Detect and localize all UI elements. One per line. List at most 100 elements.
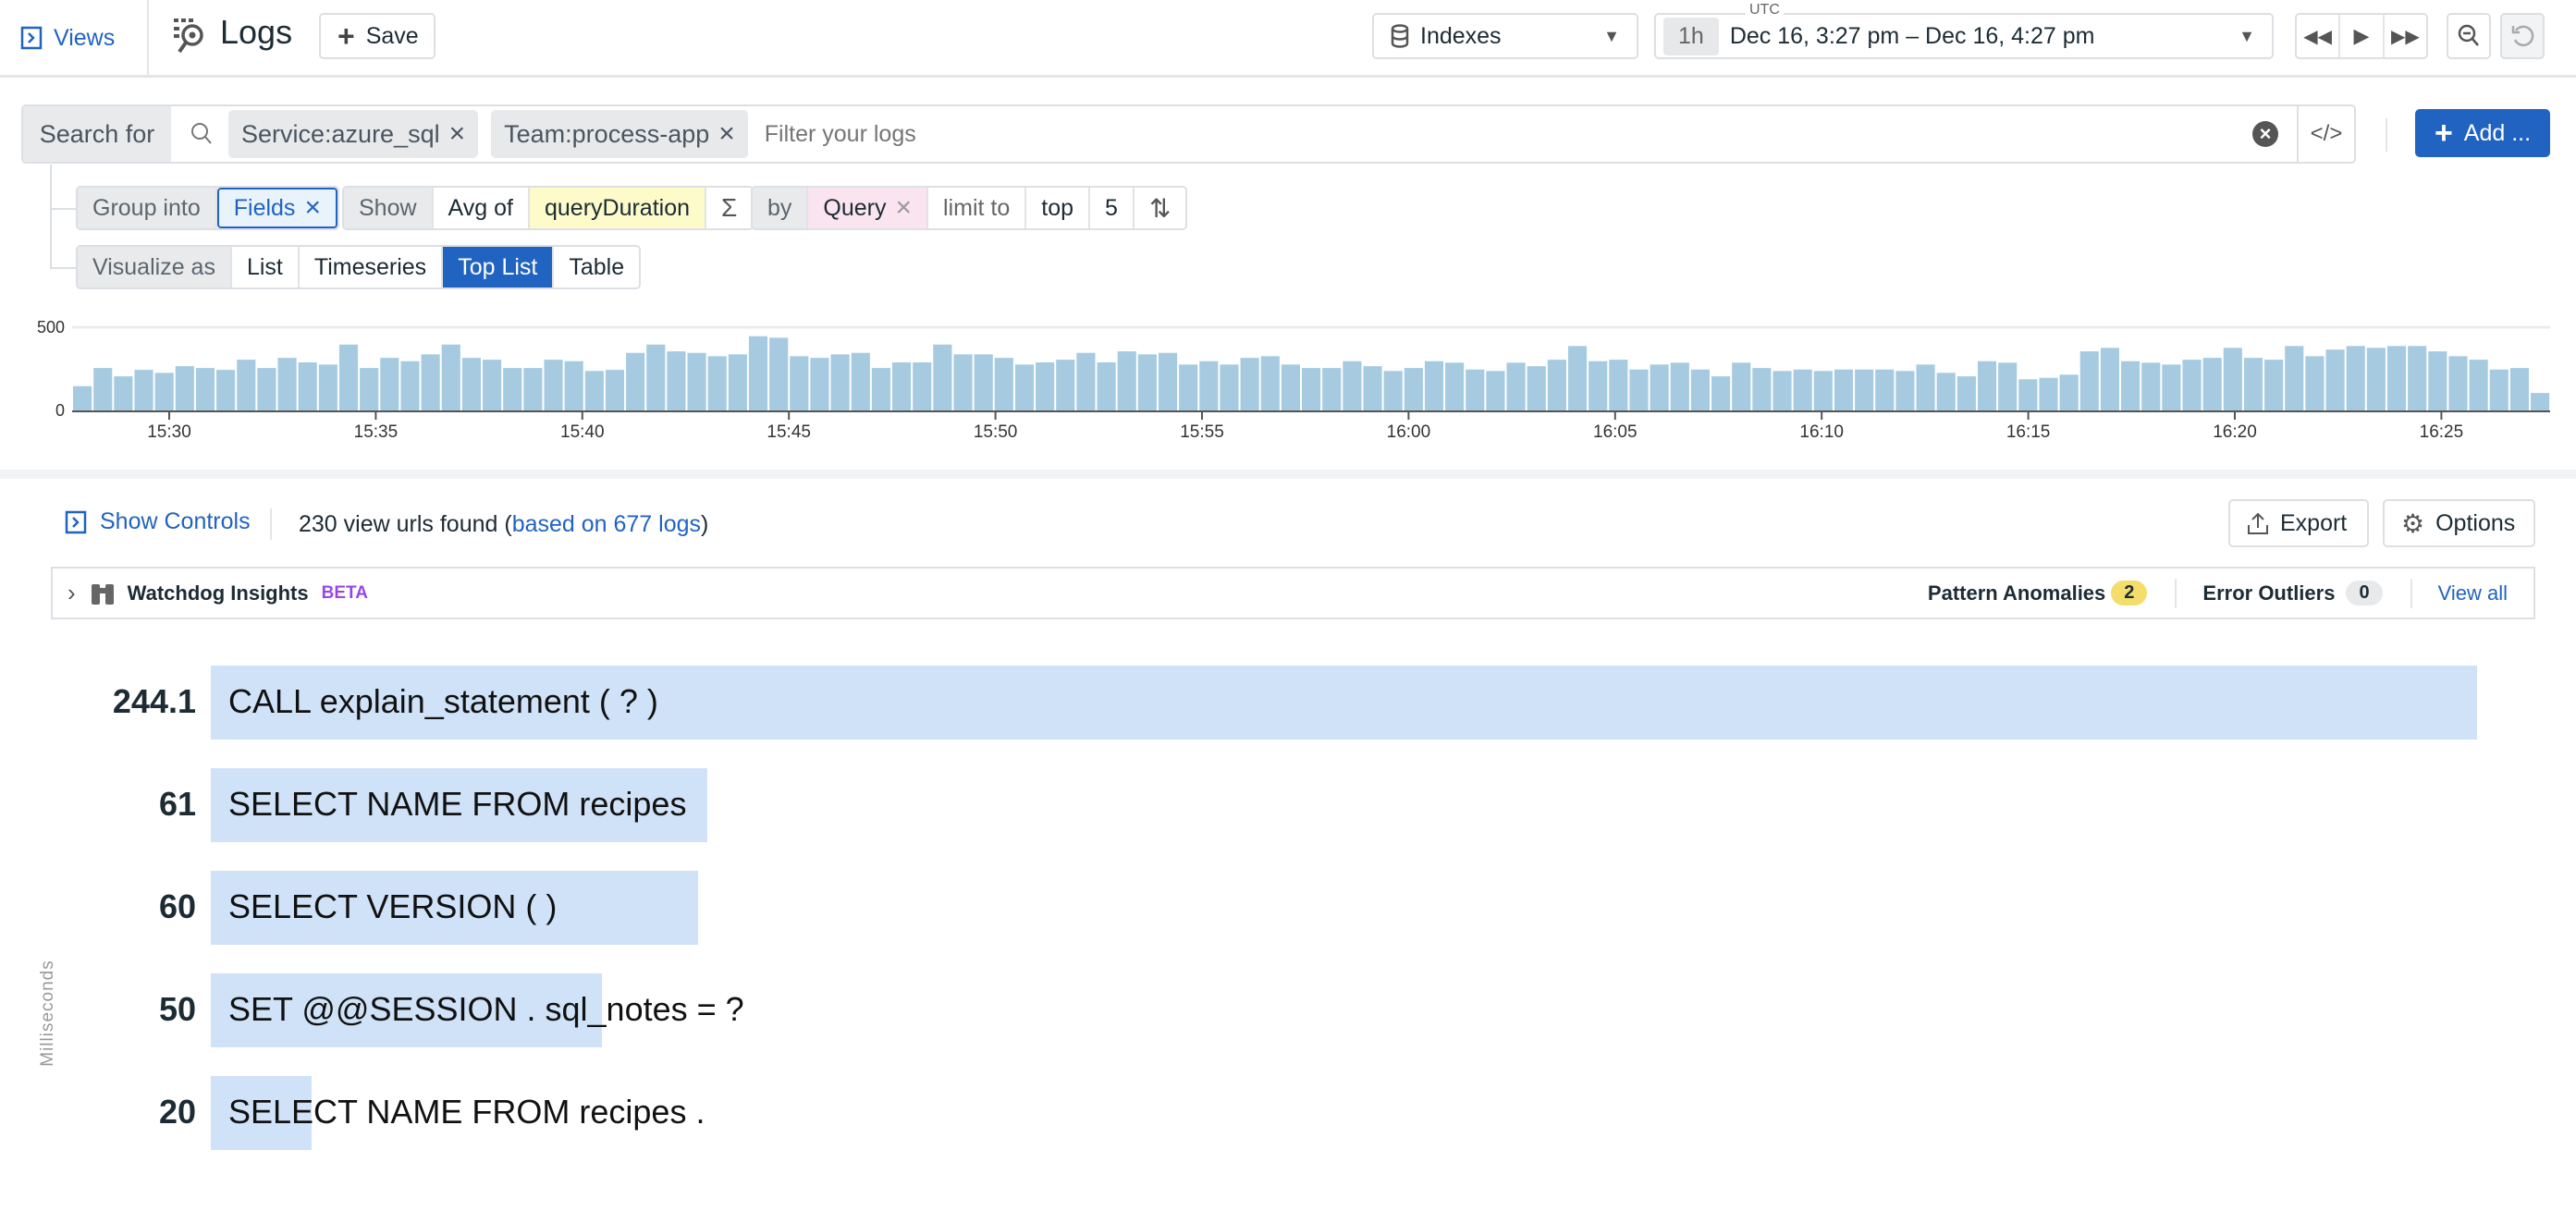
histogram-bar[interactable] <box>1957 376 1976 410</box>
limit-count-input[interactable]: 5 <box>1090 188 1135 228</box>
histogram-bar[interactable] <box>441 344 460 410</box>
group-fields-selector[interactable]: Fields × <box>216 188 337 228</box>
histogram-bar[interactable] <box>1690 369 1710 410</box>
histogram-bar[interactable] <box>2366 348 2386 410</box>
histogram-bar[interactable] <box>257 368 276 410</box>
viz-option-table[interactable]: Table <box>569 253 625 280</box>
histogram-bar[interactable] <box>1036 361 1055 410</box>
options-button[interactable]: ⚙ Options <box>2383 499 2535 547</box>
histogram-bar[interactable] <box>2509 368 2529 410</box>
histogram-bar[interactable] <box>1670 362 1689 410</box>
histogram-bar[interactable] <box>790 356 809 410</box>
histogram-bar[interactable] <box>154 373 174 410</box>
export-button[interactable]: Export <box>2228 499 2369 547</box>
histogram-bar[interactable] <box>114 376 133 410</box>
histogram-bar[interactable] <box>1117 351 1136 410</box>
play-button[interactable]: ▶ <box>2340 15 2385 57</box>
histogram-bar[interactable] <box>1916 364 1935 410</box>
histogram-bar[interactable] <box>2223 348 2242 410</box>
histogram-bar[interactable] <box>830 354 850 410</box>
histogram-bar[interactable] <box>564 361 583 410</box>
histogram-bar[interactable] <box>2469 360 2488 410</box>
remove-tag-icon[interactable]: × <box>448 118 466 149</box>
histogram-bar[interactable] <box>2264 360 2284 410</box>
histogram-bar[interactable] <box>687 352 706 410</box>
histogram-bar[interactable] <box>626 352 645 410</box>
histogram-bar[interactable] <box>2408 346 2427 410</box>
histogram-bar[interactable] <box>2121 361 2141 410</box>
histogram-bar[interactable] <box>216 370 236 410</box>
histogram-bar[interactable] <box>1424 361 1444 410</box>
histogram-bar[interactable] <box>1056 360 1075 410</box>
histogram-bar[interactable] <box>810 358 829 410</box>
remove-icon[interactable]: × <box>304 192 321 223</box>
histogram-bar[interactable] <box>1650 364 1669 410</box>
histogram-bar[interactable] <box>933 344 952 410</box>
histogram-bar[interactable] <box>318 364 337 410</box>
histogram-bar[interactable] <box>1281 364 1300 410</box>
histogram-bar[interactable] <box>1998 362 2018 410</box>
forward-button[interactable]: ▶▶ <box>2390 26 2420 47</box>
zoom-out-button[interactable] <box>2447 13 2491 59</box>
viz-option-toplist[interactable]: Top List <box>443 247 555 287</box>
histogram-bar[interactable] <box>667 351 686 410</box>
histogram-bar[interactable] <box>461 358 481 410</box>
histogram-bar[interactable] <box>605 370 625 410</box>
histogram-bar[interactable] <box>2489 369 2509 410</box>
histogram-bar[interactable] <box>892 361 912 410</box>
histogram-bar[interactable] <box>1158 352 1178 410</box>
histogram-bar[interactable] <box>503 368 522 410</box>
histogram-bar[interactable] <box>1936 373 1956 410</box>
top-list-query[interactable]: SELECT NAME FROM recipes . <box>228 1093 705 1131</box>
code-view-toggle[interactable]: </> <box>2297 106 2354 162</box>
histogram-bar[interactable] <box>871 368 890 410</box>
views-toggle[interactable]: Views <box>20 0 115 76</box>
histogram-bar[interactable] <box>1404 368 1423 410</box>
histogram-bar[interactable] <box>1466 369 1485 410</box>
histogram-bar[interactable] <box>237 360 256 410</box>
histogram-bar[interactable] <box>1895 371 1915 410</box>
top-list-bar[interactable] <box>211 1076 312 1150</box>
histogram-bar[interactable] <box>2059 374 2079 410</box>
histogram-bar[interactable] <box>1773 371 1792 410</box>
top-list-bar[interactable] <box>211 871 698 945</box>
top-list-query[interactable]: SELECT VERSION ( ) <box>228 887 558 925</box>
histogram-bar[interactable] <box>1547 360 1566 410</box>
measure-selector[interactable]: queryDuration <box>529 188 707 228</box>
histogram-bar[interactable] <box>421 354 440 410</box>
histogram-bar[interactable] <box>1383 371 1403 410</box>
time-range-picker[interactable]: 1h Dec 16, 3:27 pm – Dec 16, 4:27 pm ▼ <box>1654 13 2274 59</box>
histogram-bar[interactable] <box>1260 356 1280 410</box>
show-controls-button[interactable]: Show Controls <box>65 508 251 535</box>
histogram-bar[interactable] <box>2305 356 2325 410</box>
histogram-bar[interactable] <box>748 336 768 410</box>
histogram-bar[interactable] <box>1302 368 1321 410</box>
histogram-bar[interactable] <box>2448 356 2468 410</box>
histogram-bar[interactable] <box>93 368 113 410</box>
histogram-bar[interactable] <box>1076 352 1096 410</box>
watchdog-insights-panel[interactable]: › Watchdog Insights BETA Pattern Anomali… <box>51 567 2535 619</box>
rewind-button[interactable]: ◀◀ <box>2297 15 2341 57</box>
histogram-bar[interactable] <box>483 360 502 410</box>
top-list-query[interactable]: CALL explain_statement ( ? ) <box>228 682 658 720</box>
histogram-bar[interactable] <box>1752 368 1772 410</box>
error-outliers-label[interactable]: Error Outliers <box>2202 581 2336 605</box>
histogram-bar[interactable] <box>2018 379 2038 410</box>
by-query-selector[interactable]: Query × <box>808 188 929 228</box>
search-input[interactable] <box>764 120 2252 148</box>
histogram-bar[interactable] <box>1732 362 1751 410</box>
sigma-icon[interactable]: Σ <box>721 193 738 222</box>
histogram-bar[interactable] <box>646 344 666 410</box>
histogram-bar[interactable] <box>1506 362 1526 410</box>
search-tag-team[interactable]: Team:process-app × <box>491 110 748 158</box>
histogram-bar[interactable] <box>1363 366 1382 410</box>
histogram-bar[interactable] <box>380 358 399 410</box>
histogram-bar[interactable] <box>974 354 993 410</box>
histogram-bar[interactable] <box>2285 346 2304 410</box>
histogram-bar[interactable] <box>2100 348 2119 410</box>
histogram-bar[interactable] <box>769 337 789 410</box>
histogram-bar[interactable] <box>134 370 153 410</box>
based-on-logs-link[interactable]: based on 677 logs <box>511 511 702 537</box>
histogram-bar[interactable] <box>1977 361 1997 410</box>
histogram-bar[interactable] <box>994 358 1013 410</box>
